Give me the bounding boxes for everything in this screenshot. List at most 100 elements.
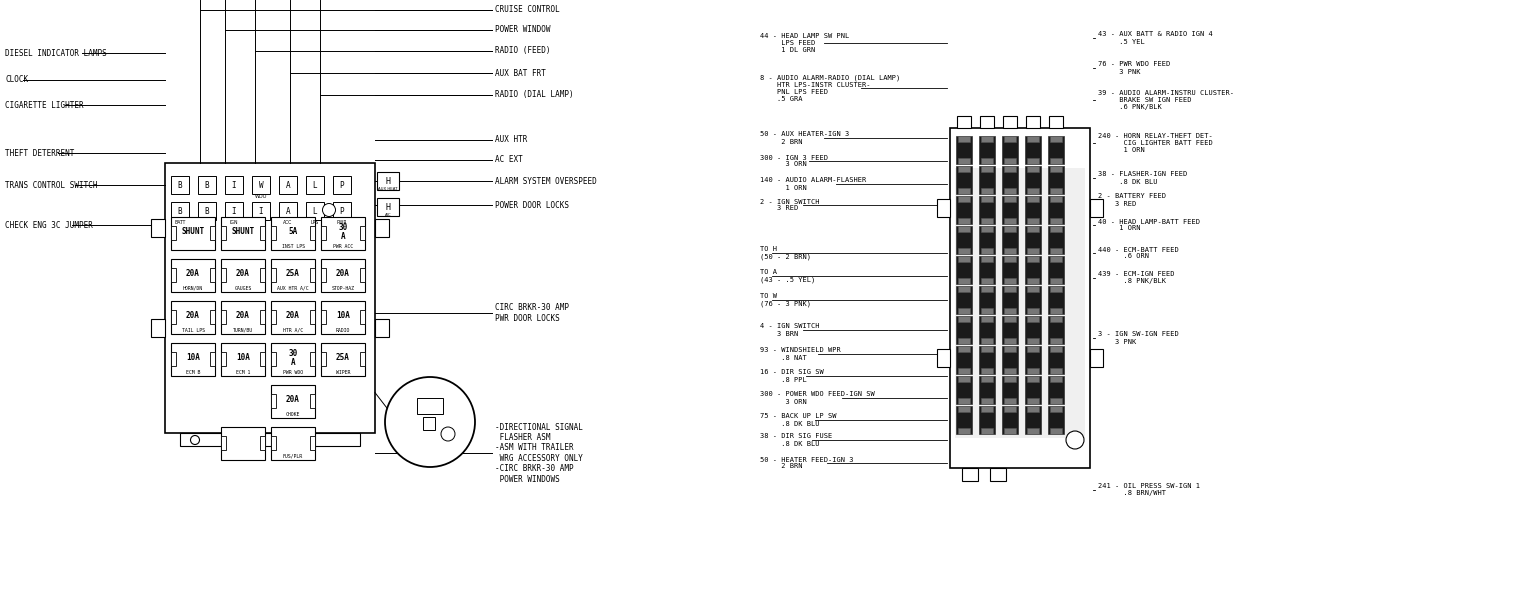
Text: 76 - PWR WDO FEED
     3 PNK: 76 - PWR WDO FEED 3 PNK <box>1098 61 1170 75</box>
Bar <box>224 202 243 220</box>
Text: WDO: WDO <box>255 195 267 199</box>
Bar <box>1025 226 1041 254</box>
Bar <box>1051 368 1061 374</box>
Bar <box>270 216 315 249</box>
Bar <box>1048 406 1064 434</box>
Bar <box>958 188 971 194</box>
Bar <box>982 316 992 322</box>
Bar <box>198 176 217 194</box>
Bar <box>982 158 992 164</box>
Text: PWR: PWR <box>336 221 347 226</box>
Bar <box>1001 136 1018 164</box>
Bar <box>958 338 971 344</box>
Bar <box>310 435 315 451</box>
Bar <box>982 226 992 232</box>
Bar <box>1005 196 1015 202</box>
Text: CIRC BRKR-30 AMP
PWR DOOR LOCKS: CIRC BRKR-30 AMP PWR DOOR LOCKS <box>495 303 568 323</box>
Bar <box>958 248 971 254</box>
Bar <box>982 428 992 434</box>
Text: 39 - AUDIO ALARM-INSTRU CLUSTER-
     BRAKE SW IGN FEED
     .6 PNK/BLK: 39 - AUDIO ALARM-INSTRU CLUSTER- BRAKE S… <box>1098 90 1233 110</box>
Bar <box>210 268 215 283</box>
Text: 25A: 25A <box>286 269 300 278</box>
Bar <box>1091 349 1103 367</box>
Bar <box>221 435 226 451</box>
Bar <box>170 202 189 220</box>
Bar <box>170 351 177 367</box>
Bar <box>978 406 995 434</box>
Bar <box>333 176 352 194</box>
Bar <box>1048 256 1064 284</box>
Bar <box>252 202 270 220</box>
Bar <box>955 256 972 284</box>
Bar <box>1048 166 1064 194</box>
Bar <box>1005 376 1015 382</box>
Bar <box>221 226 226 240</box>
Bar <box>1051 376 1061 382</box>
Bar <box>180 433 359 446</box>
Bar <box>1001 316 1018 344</box>
Bar <box>955 136 972 164</box>
Text: I: I <box>232 207 237 215</box>
Bar <box>958 376 971 382</box>
Bar <box>321 342 366 376</box>
Bar <box>1028 376 1038 382</box>
Bar <box>1028 218 1038 224</box>
Text: A: A <box>286 207 290 215</box>
Bar <box>978 316 995 344</box>
Text: P: P <box>339 181 344 190</box>
Bar <box>306 176 324 194</box>
Text: TURN/BU: TURN/BU <box>233 328 253 333</box>
Circle shape <box>386 377 475 467</box>
Bar <box>982 136 992 142</box>
Bar <box>1005 346 1015 352</box>
Bar <box>957 116 971 128</box>
Bar <box>1005 316 1015 322</box>
Bar <box>958 286 971 292</box>
Bar <box>1051 278 1061 284</box>
Text: CLOCK: CLOCK <box>5 75 28 85</box>
Bar <box>955 346 972 374</box>
Bar <box>1051 248 1061 254</box>
Bar <box>937 349 949 367</box>
Bar <box>1028 166 1038 172</box>
Bar <box>958 226 971 232</box>
Text: I: I <box>232 181 237 190</box>
Bar <box>1028 248 1038 254</box>
Bar <box>310 351 315 367</box>
Bar <box>260 268 266 283</box>
Text: 30
A: 30 A <box>338 223 347 241</box>
Bar <box>1028 278 1038 284</box>
Bar <box>359 309 366 325</box>
Bar <box>221 268 226 283</box>
Bar <box>270 268 276 283</box>
Bar <box>982 286 992 292</box>
Bar <box>270 384 315 418</box>
Bar <box>359 226 366 240</box>
Bar <box>1051 398 1061 404</box>
Bar <box>1028 346 1038 352</box>
Text: B: B <box>204 207 209 215</box>
Bar <box>1005 158 1015 164</box>
Text: BATT: BATT <box>174 221 186 226</box>
Bar <box>1005 368 1015 374</box>
Text: 20A: 20A <box>237 311 250 320</box>
Text: W: W <box>258 181 263 190</box>
Text: POWER DOOR LOCKS: POWER DOOR LOCKS <box>495 201 568 210</box>
Text: 40 - HEAD LAMP-BATT FEED
     1 ORN: 40 - HEAD LAMP-BATT FEED 1 ORN <box>1098 218 1200 232</box>
Bar <box>1005 308 1015 314</box>
Bar <box>359 351 366 367</box>
Bar <box>958 256 971 262</box>
Bar <box>1028 308 1038 314</box>
Circle shape <box>1066 431 1084 449</box>
Bar <box>955 376 972 404</box>
Bar <box>1005 256 1015 262</box>
Bar <box>1051 308 1061 314</box>
Bar <box>958 368 971 374</box>
Text: 93 - WINDSHIELD WPR
     .8 NAT: 93 - WINDSHIELD WPR .8 NAT <box>760 348 840 361</box>
Bar <box>982 398 992 404</box>
Bar <box>949 128 1091 468</box>
Text: 20A: 20A <box>336 269 350 278</box>
Bar <box>416 398 442 414</box>
Bar <box>1051 136 1061 142</box>
Text: 300 - POWER WDO FEED-IGN SW
      3 ORN: 300 - POWER WDO FEED-IGN SW 3 ORN <box>760 392 874 404</box>
